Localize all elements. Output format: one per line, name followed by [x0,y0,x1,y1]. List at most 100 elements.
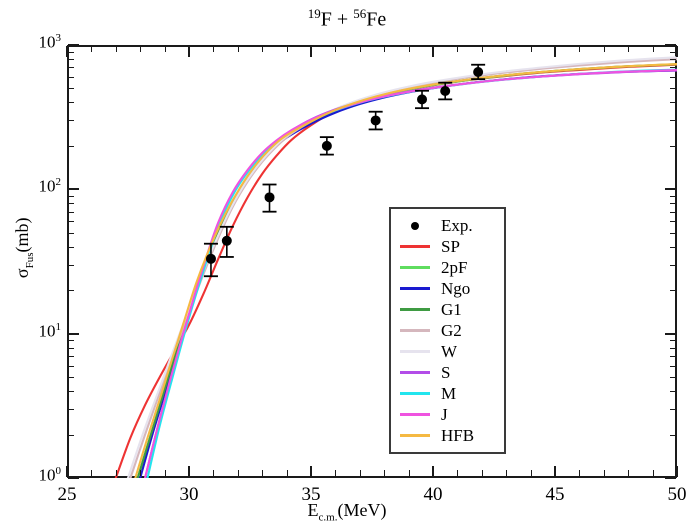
y-tick-minor [68,365,74,367]
legend-line-icon [400,329,430,332]
legend-label: M [441,384,457,403]
legend-label: Ngo [441,279,471,298]
x-tick-major [66,466,68,477]
y-tick-minor-right [670,377,676,379]
x-tick-label: 35 [301,484,321,505]
x-tick-major-top [676,46,678,57]
legend-item-hfb[interactable]: HFB [398,425,497,446]
y-tick-minor-right [670,58,676,60]
legend-label: SP [441,237,460,256]
y-tick-minor-right [670,77,676,79]
y-tick-major [68,44,79,46]
legend-line-icon [400,245,430,248]
y-tick-minor [68,58,74,60]
legend-item-g2[interactable]: G2 [398,320,497,341]
series-line-j [144,69,677,478]
y-tick-minor-right [670,211,676,213]
series-group [114,56,677,478]
legend-item-exp[interactable]: Exp. [398,215,497,236]
y-tick-minor [68,347,74,349]
chart-legend[interactable]: Exp. SP 2pF Ngo G1 G2 W S M J HFB [389,207,506,454]
y-tick-minor-right [670,145,676,147]
x-tick-minor-top [164,46,166,52]
experimental-point [368,110,383,131]
legend-marker-line-icon [398,383,432,404]
y-tick-minor-right [670,203,676,205]
x-tick-minor [408,470,410,476]
legend-item-2pf[interactable]: 2pF [398,257,497,278]
y-tick-major-right [665,332,676,335]
y-tick-minor-right [670,434,676,436]
y-tick-minor [68,232,74,234]
legend-label: G2 [441,321,462,340]
y-tick-minor [68,203,74,205]
x-tick-major-top [66,46,68,57]
x-tick-minor-top [262,46,264,52]
y-tick-minor-right [670,347,676,349]
x-tick-major-top [554,46,556,57]
y-tick-minor [68,290,74,292]
x-tick-major [676,466,678,477]
title-mass-number-2: 56 [353,6,367,21]
x-axis-symbol: E [307,500,319,520]
chart-svg [114,56,677,478]
y-tick-minor-right [670,356,676,358]
y-tick-major-right [665,44,676,46]
y-tick-label: 100 [5,465,62,486]
y-tick-minor [68,51,74,53]
x-tick-major-top [432,46,434,57]
y-axis-title: σFus(mb) [12,148,36,348]
data-marker [321,140,332,151]
legend-item-ngo[interactable]: Ngo [398,278,497,299]
x-tick-label: 30 [179,484,199,505]
y-tick-minor [68,211,74,213]
data-marker [370,115,381,126]
y-tick-minor [68,264,74,266]
legend-item-sp[interactable]: SP [398,236,497,257]
y-tick-major [68,477,79,479]
y-tick-minor-right [670,264,676,266]
x-tick-minor-top [237,46,239,52]
legend-item-m[interactable]: M [398,383,497,404]
legend-marker-line-icon [398,341,432,362]
y-tick-minor-right [670,232,676,234]
y-tick-major [68,188,79,191]
y-tick-minor-right [670,102,676,104]
x-tick-minor-top [652,46,654,52]
series-line-hfb [134,62,677,478]
page-title: 19F + 56Fe [0,6,694,32]
legend-item-w[interactable]: W [398,341,497,362]
legend-marker-line-icon [398,299,432,320]
x-tick-minor [115,470,117,476]
x-tick-minor [237,470,239,476]
y-tick-exponent: 2 [55,176,62,189]
experimental-points-group [203,63,486,278]
x-tick-minor [530,470,532,476]
legend-item-s[interactable]: S [398,362,497,383]
data-marker [473,67,484,78]
x-tick-minor [262,470,264,476]
y-tick-minor [68,145,74,147]
x-tick-minor-top [603,46,605,52]
legend-line-icon [400,434,430,437]
y-tick-mantissa: 10 [38,176,56,196]
y-tick-minor-right [670,221,676,223]
legend-item-g1[interactable]: G1 [398,299,497,320]
title-plus: + [331,8,354,31]
x-axis-title: Ec.m.(MeV) [0,500,694,524]
experimental-point [415,89,430,110]
y-tick-major-right [665,188,676,191]
legend-line-icon [400,392,430,395]
x-tick-minor [213,470,215,476]
x-tick-minor-top [286,46,288,52]
y-tick-minor-right [670,88,676,90]
x-tick-minor-top [457,46,459,52]
legend-line-icon [400,266,430,269]
x-tick-minor-top [91,46,93,52]
x-tick-major [554,466,556,477]
legend-marker-line-icon [398,425,432,446]
legend-item-j[interactable]: J [398,404,497,425]
y-axis-unit: (mb) [12,217,33,253]
y-tick-minor [68,77,74,79]
